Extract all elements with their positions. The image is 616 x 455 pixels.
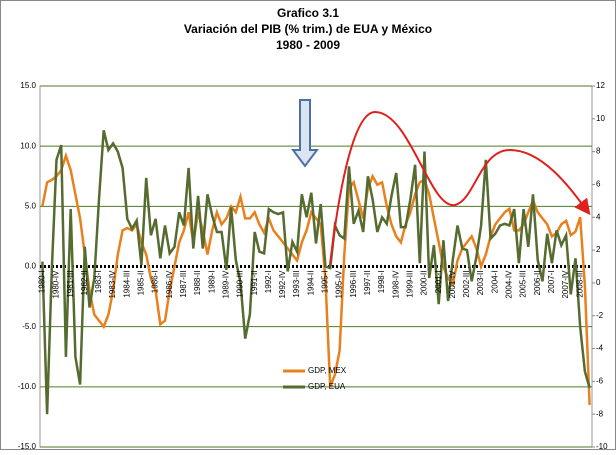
y-tick-label: -15.0 <box>18 442 37 450</box>
x-tick-label: 1989-I <box>207 271 216 294</box>
x-tick-label: 1986-I <box>151 271 160 294</box>
annotation-arrow <box>291 99 319 168</box>
x-tick-label: 1981-III <box>66 271 75 298</box>
x-tick-label: 2007-IV <box>561 270 570 299</box>
annotation-curve <box>329 110 591 266</box>
x-tick-label: 1998-IV <box>391 270 400 299</box>
y2-tick-label: 12 <box>596 81 605 90</box>
x-tick-label: 1996-III <box>349 271 358 298</box>
x-tick-label: 1990-III <box>236 271 245 298</box>
y2-tick-label: 8 <box>596 147 601 156</box>
y2-tick-label: 6 <box>596 180 601 189</box>
x-tick-label: 2004-IV <box>505 270 514 299</box>
x-tick-label: 2003-II <box>476 271 485 296</box>
x-tick-label: 2007-I <box>547 271 556 294</box>
y2-tick-label: -2 <box>596 311 604 320</box>
x-tick-label: 2005-III <box>519 271 528 298</box>
y2-tick-label: -10 <box>596 442 608 450</box>
y-tick-label: -10.0 <box>18 382 37 391</box>
x-tick-label: 2006-II <box>533 271 542 296</box>
x-tick-label: 1980-IV <box>52 270 61 299</box>
x-tick-label: 1997-II <box>363 271 372 296</box>
y2-tick-label: -8 <box>596 409 604 418</box>
x-tick-label: 2001-I <box>434 271 443 294</box>
x-tick-label: 2002-III <box>462 271 471 298</box>
x-tick-label: 1998-I <box>377 271 386 294</box>
y2-tick-label: 2 <box>596 245 601 254</box>
y-tick-label: 5.0 <box>25 201 37 210</box>
chart-title: 1980 - 2009 <box>276 38 340 52</box>
legend-label: GDP, MEX <box>308 366 347 375</box>
series-line <box>41 130 591 415</box>
x-tick-label: 2001-IV <box>448 270 457 299</box>
x-tick-label: 1995-IV <box>335 270 344 299</box>
x-tick-label: 1993-III <box>292 271 301 298</box>
y2-tick-label: 0 <box>596 278 601 287</box>
y-tick-label: -5.0 <box>22 322 36 331</box>
y-tick-label: 15.0 <box>20 81 36 90</box>
legend-label: GDP, EUA <box>308 382 346 391</box>
x-tick-label: 2000-II <box>420 271 429 296</box>
x-tick-label: 1987-III <box>179 271 188 298</box>
y-tick-label: 0.0 <box>25 262 37 271</box>
x-tick-label: 1991-II <box>250 271 259 296</box>
x-tick-label: 1988-II <box>193 271 202 296</box>
x-tick-label: 2004-I <box>490 271 499 294</box>
x-tick-label: 1992-IV <box>278 270 287 299</box>
x-tick-label: 1989-IV <box>221 270 230 299</box>
x-tick-label: 1985-II <box>137 271 146 296</box>
x-tick-label: 1994-II <box>306 271 315 296</box>
chart-title: Grafico 3.1 <box>277 6 339 20</box>
x-tick-label: 1982-II <box>80 271 89 296</box>
y-tick-label: 10.0 <box>20 141 36 150</box>
x-tick-label: 1983-IV <box>108 270 117 299</box>
y2-tick-label: 4 <box>596 212 601 221</box>
y2-tick-label: -6 <box>596 376 604 385</box>
x-tick-label: 1983-I <box>94 271 103 294</box>
x-tick-label: 1999-III <box>405 271 414 298</box>
x-tick-label: 1984-III <box>122 271 131 298</box>
y2-tick-label: 10 <box>596 114 605 123</box>
x-tick-label: 1986-IV <box>165 270 174 299</box>
x-tick-label: 1992-I <box>264 271 273 294</box>
x-tick-label: 2008-III <box>575 271 584 298</box>
x-tick-label: 1980-I <box>37 271 46 294</box>
chart-title: Variación del PIB (% trim.) de EUA y Méx… <box>184 22 432 36</box>
y2-tick-label: -4 <box>596 344 604 353</box>
x-tick-label: 1995-I <box>321 271 330 294</box>
